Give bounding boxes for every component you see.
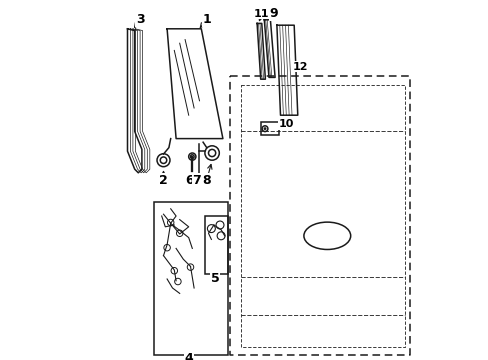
Circle shape: [264, 128, 265, 130]
Circle shape: [178, 232, 181, 234]
Circle shape: [166, 247, 168, 249]
Text: 3: 3: [136, 13, 144, 26]
Circle shape: [169, 221, 171, 224]
Text: 4: 4: [184, 352, 193, 360]
Text: 5: 5: [210, 273, 219, 285]
Circle shape: [177, 280, 179, 283]
Text: 6: 6: [185, 174, 194, 186]
Text: 12: 12: [292, 62, 307, 72]
Circle shape: [189, 266, 191, 268]
Circle shape: [173, 270, 175, 272]
Text: 8: 8: [202, 174, 211, 186]
Bar: [154, 202, 228, 355]
Text: 1: 1: [202, 13, 211, 26]
Text: 10: 10: [278, 119, 293, 129]
Circle shape: [218, 223, 222, 227]
Bar: [204, 216, 228, 274]
Text: 9: 9: [269, 7, 278, 20]
Circle shape: [219, 234, 223, 238]
Circle shape: [209, 227, 213, 230]
Text: 7: 7: [192, 174, 201, 186]
Text: 2: 2: [159, 174, 167, 186]
Text: 11: 11: [253, 9, 269, 19]
